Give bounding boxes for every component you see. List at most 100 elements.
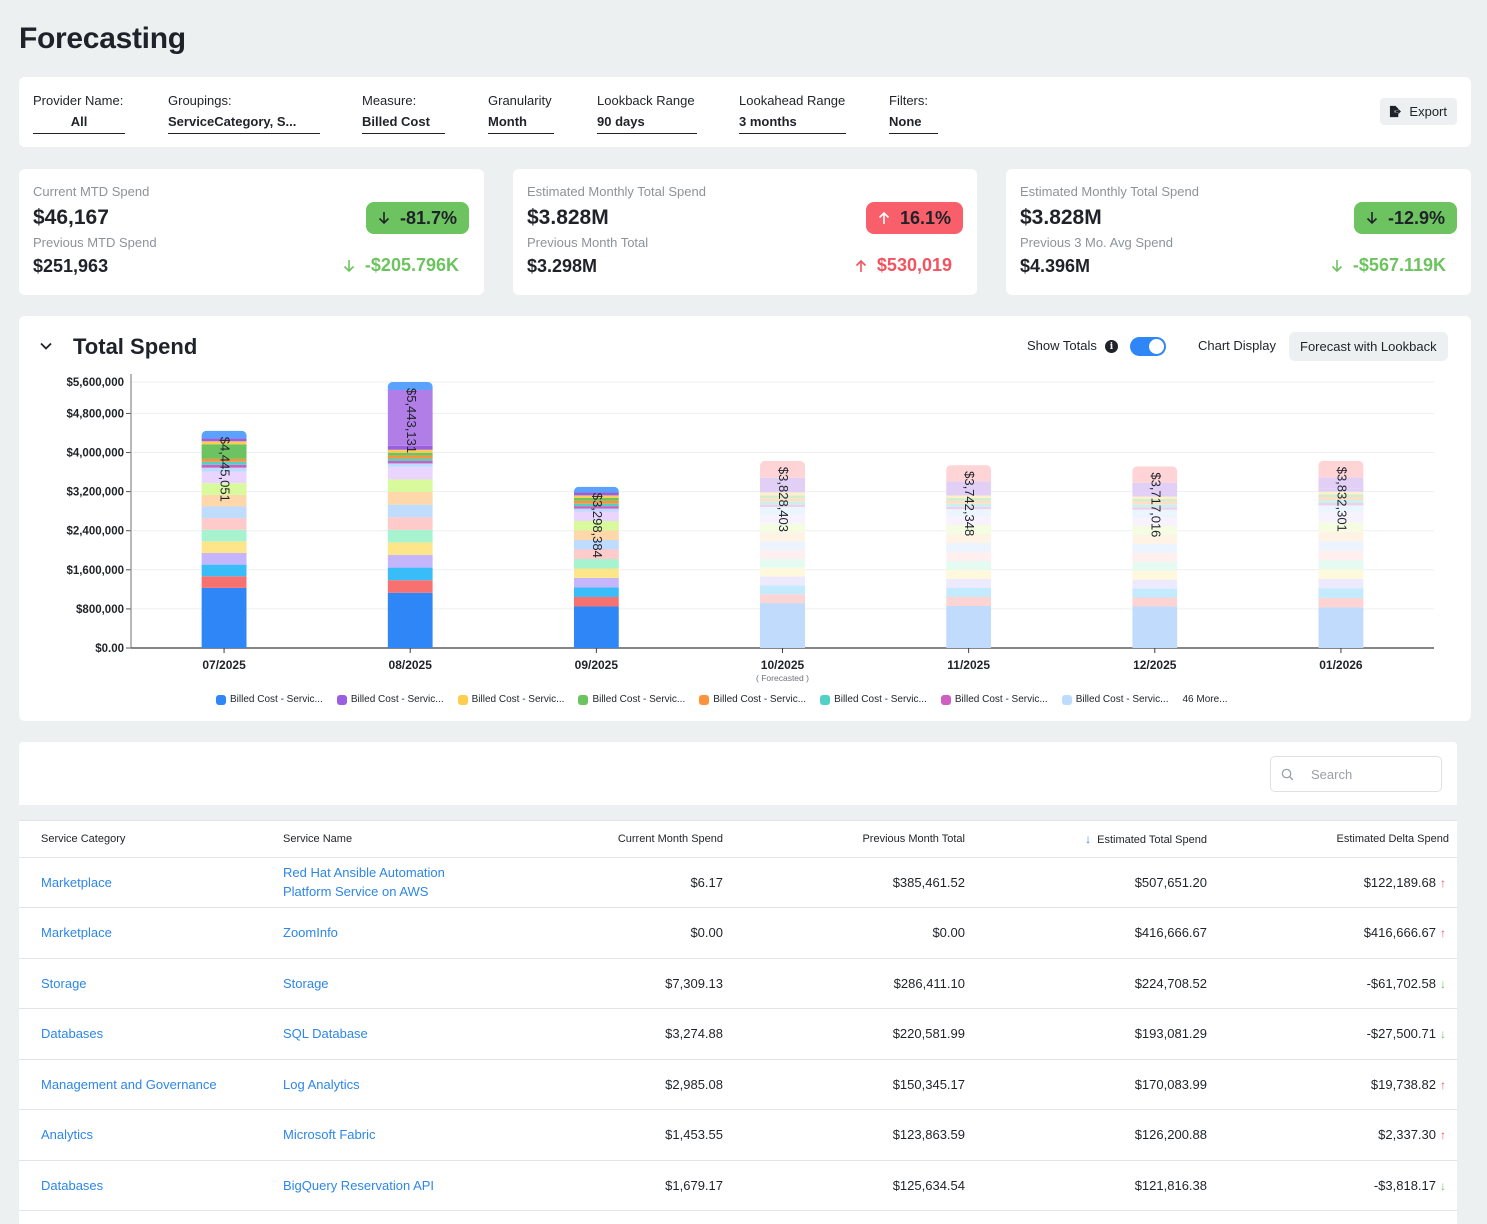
bar-segment[interactable] [946, 495, 992, 498]
bar-segment[interactable] [1132, 498, 1178, 502]
bar-segment[interactable] [760, 501, 805, 505]
column-header-previous-month-total[interactable]: Previous Month Total [723, 821, 965, 858]
filter-measure[interactable]: Measure: Billed Cost [362, 93, 445, 134]
bar-segment[interactable] [201, 441, 247, 445]
bar-stack[interactable] [760, 460, 805, 648]
table-row[interactable]: Databases SQL Database $3,274.88 $220,581.9… [19, 1008, 1457, 1060]
service-category-link[interactable]: Management and Governance [19, 1059, 261, 1110]
bar-segment[interactable] [760, 507, 805, 515]
bar-stack[interactable] [946, 465, 992, 648]
bar-segment[interactable] [1318, 502, 1364, 506]
bar-segment[interactable] [1132, 482, 1178, 494]
table-row[interactable]: Management and Governance Log Analytics $2… [19, 1059, 1457, 1110]
bar-segment[interactable] [1318, 491, 1364, 495]
legend-more-button[interactable]: 46 More... [1182, 694, 1228, 705]
bar-segment[interactable] [201, 438, 247, 442]
bar-segment[interactable] [201, 458, 247, 462]
bar-segment[interactable] [760, 576, 805, 586]
bar-segment[interactable] [760, 492, 805, 496]
bar-segment[interactable] [1132, 561, 1178, 571]
legend-item[interactable]: Billed Cost - Servic... [336, 694, 444, 705]
bar-stack[interactable] [201, 430, 247, 648]
bar-segment[interactable] [573, 596, 619, 607]
bar-segment[interactable] [760, 498, 805, 502]
bar-stack[interactable] [1132, 466, 1178, 648]
service-name-link[interactable]: Red Hat Ansible Automation Platform Serv… [261, 857, 511, 908]
bar-segment[interactable] [1318, 522, 1364, 532]
bar-segment[interactable] [946, 516, 992, 526]
table-row[interactable]: Storage Storage $7,309.13 $286,411.10 $224,7… [19, 958, 1457, 1009]
service-category-link[interactable]: Databases [19, 1160, 261, 1211]
bar-segment[interactable] [201, 483, 247, 495]
bar-segment[interactable] [760, 594, 805, 604]
bar-segment[interactable] [201, 553, 247, 565]
legend-item[interactable]: Billed Cost - Servic... [457, 694, 564, 705]
search-input[interactable] [1311, 766, 1431, 782]
bar-segment[interactable] [387, 460, 433, 464]
bar-segment[interactable] [1132, 509, 1178, 518]
bar-segment[interactable] [387, 529, 433, 543]
service-category-link[interactable]: Databases [19, 1008, 261, 1060]
filter-provider-name[interactable]: Provider Name: All [33, 93, 125, 134]
bar-segment[interactable] [946, 492, 992, 496]
bar-segment[interactable] [201, 576, 247, 588]
bar-segment[interactable] [201, 529, 247, 542]
bar-segment[interactable] [1318, 597, 1364, 608]
bar-segment[interactable] [946, 481, 992, 493]
table-row[interactable]: Analytics Microsoft Fabric $1,453.55 $123,8… [19, 1109, 1457, 1161]
legend-item[interactable]: Billed Cost - Servic... [820, 694, 927, 705]
bar-stack[interactable] [573, 486, 619, 648]
bar-segment[interactable] [946, 569, 992, 579]
export-button[interactable]: Export [1380, 98, 1457, 125]
legend-item[interactable]: Billed Cost - Servic... [940, 694, 1048, 705]
bar-segment[interactable] [1318, 500, 1364, 503]
bar-segment[interactable] [387, 479, 433, 493]
bar-segment[interactable] [946, 560, 992, 570]
bar-segment[interactable] [760, 541, 805, 551]
bar-segment[interactable] [573, 577, 619, 588]
bar-segment[interactable] [1132, 543, 1178, 553]
bar-segment[interactable] [573, 568, 619, 578]
bar-segment[interactable] [1318, 560, 1364, 570]
bar-segment[interactable] [1318, 550, 1364, 561]
bar-segment[interactable] [1132, 579, 1178, 589]
bar-segment[interactable] [201, 541, 247, 554]
bar-segment[interactable] [573, 530, 619, 540]
bar-segment[interactable] [387, 452, 433, 456]
bar-segment[interactable] [946, 509, 992, 517]
service-name-link[interactable]: Log Analytics [261, 1059, 511, 1110]
bar-segment[interactable] [201, 506, 247, 519]
filter-value[interactable]: None [889, 114, 938, 134]
bar-segment[interactable] [1318, 588, 1364, 598]
service-category-link[interactable]: Storage [19, 958, 261, 1009]
bar-segment[interactable] [1318, 579, 1364, 589]
bar-stack[interactable] [1318, 460, 1364, 648]
legend-item[interactable]: Billed Cost - Servic... [216, 694, 323, 705]
bar-segment[interactable] [1132, 466, 1178, 483]
bar-segment[interactable] [201, 461, 247, 465]
bar-segment[interactable] [760, 567, 805, 577]
bar-segment[interactable] [1132, 504, 1178, 508]
bar-segment[interactable] [387, 504, 433, 518]
bar-segment[interactable] [1318, 607, 1364, 648]
bar-segment[interactable] [946, 465, 992, 482]
scrollbar-track[interactable] [1457, 742, 1487, 1224]
info-icon[interactable]: i [1105, 340, 1118, 353]
bar-segment[interactable] [573, 492, 619, 496]
column-header-estimated-total-spend[interactable]: ↓ Estimated Total Spend [965, 821, 1207, 858]
service-name-link[interactable]: BigQuery Reservation API [261, 1160, 511, 1211]
bar-segment[interactable] [1132, 552, 1178, 562]
bar-segment[interactable] [201, 471, 247, 484]
bar-segment[interactable] [1318, 512, 1364, 523]
bar-segment[interactable] [946, 533, 992, 543]
bar-segment[interactable] [760, 514, 805, 524]
bar-segment[interactable] [573, 511, 619, 522]
bar-segment[interactable] [946, 503, 992, 507]
bar-segment[interactable] [1318, 569, 1364, 580]
bar-segment[interactable] [946, 551, 992, 561]
bar-segment[interactable] [387, 445, 433, 450]
bar-segment[interactable] [946, 525, 992, 534]
bar-segment[interactable] [573, 549, 619, 559]
bar-segment[interactable] [573, 497, 619, 501]
bar-segment[interactable] [1132, 525, 1178, 535]
